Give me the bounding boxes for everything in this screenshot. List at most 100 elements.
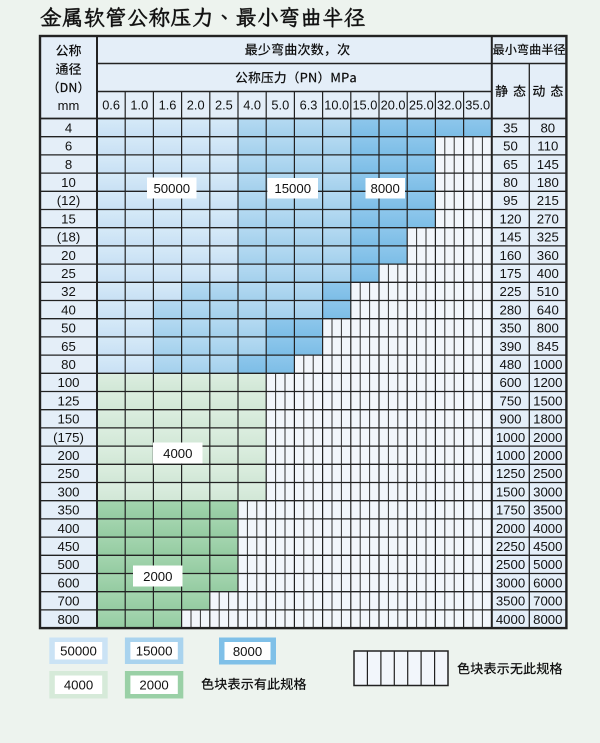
svg-text:3500: 3500 bbox=[496, 594, 525, 609]
svg-text:2500: 2500 bbox=[533, 466, 562, 481]
svg-text:120: 120 bbox=[499, 211, 521, 226]
svg-text:175: 175 bbox=[499, 266, 521, 281]
svg-text:1250: 1250 bbox=[496, 466, 525, 481]
svg-text:15: 15 bbox=[61, 211, 76, 226]
svg-text:145: 145 bbox=[537, 157, 559, 172]
svg-text:450: 450 bbox=[57, 539, 79, 554]
svg-text:95: 95 bbox=[503, 193, 518, 208]
svg-text:200: 200 bbox=[57, 448, 79, 463]
svg-text:80: 80 bbox=[61, 357, 76, 372]
svg-text:845: 845 bbox=[537, 339, 559, 354]
svg-text:2000: 2000 bbox=[533, 430, 562, 445]
svg-text:150: 150 bbox=[57, 412, 79, 427]
svg-text:6.3: 6.3 bbox=[300, 98, 318, 113]
svg-text:7000: 7000 bbox=[533, 594, 562, 609]
svg-text:700: 700 bbox=[57, 594, 79, 609]
svg-text:215: 215 bbox=[537, 193, 559, 208]
svg-text:400: 400 bbox=[57, 521, 79, 536]
svg-text:3000: 3000 bbox=[496, 575, 525, 590]
svg-text:0.6: 0.6 bbox=[102, 98, 120, 113]
svg-text:15000: 15000 bbox=[136, 644, 173, 659]
svg-text:400: 400 bbox=[537, 266, 559, 281]
svg-text:2.5: 2.5 bbox=[215, 98, 233, 113]
svg-text:600: 600 bbox=[499, 375, 521, 390]
svg-text:600: 600 bbox=[57, 575, 79, 590]
svg-text:3500: 3500 bbox=[533, 503, 562, 518]
svg-text:4.0: 4.0 bbox=[243, 98, 261, 113]
svg-text:2000: 2000 bbox=[496, 521, 525, 536]
svg-text:1000: 1000 bbox=[496, 430, 525, 445]
svg-text:3000: 3000 bbox=[533, 484, 562, 499]
svg-text:5000: 5000 bbox=[533, 557, 562, 572]
svg-text:2000: 2000 bbox=[143, 569, 172, 584]
svg-text:35: 35 bbox=[503, 120, 518, 135]
svg-text:4500: 4500 bbox=[533, 539, 562, 554]
svg-text:4000: 4000 bbox=[533, 521, 562, 536]
svg-text:900: 900 bbox=[499, 412, 521, 427]
svg-text:4000: 4000 bbox=[496, 612, 525, 627]
svg-text:40: 40 bbox=[61, 302, 76, 317]
svg-text:1.0: 1.0 bbox=[130, 98, 148, 113]
svg-text:800: 800 bbox=[537, 321, 559, 336]
svg-text:4000: 4000 bbox=[163, 446, 192, 461]
svg-text:8: 8 bbox=[65, 157, 72, 172]
svg-text:80: 80 bbox=[503, 175, 518, 190]
svg-text:65: 65 bbox=[61, 339, 76, 354]
svg-text:100: 100 bbox=[57, 375, 79, 390]
svg-text:480: 480 bbox=[499, 357, 521, 372]
svg-text:750: 750 bbox=[499, 393, 521, 408]
svg-text:390: 390 bbox=[499, 339, 521, 354]
svg-text:(18): (18) bbox=[57, 230, 80, 245]
svg-text:50000: 50000 bbox=[153, 181, 190, 196]
svg-text:1.6: 1.6 bbox=[159, 98, 177, 113]
svg-text:65: 65 bbox=[503, 157, 518, 172]
svg-text:6: 6 bbox=[65, 139, 72, 154]
svg-text:2000: 2000 bbox=[139, 678, 168, 693]
svg-text:280: 280 bbox=[499, 302, 521, 317]
svg-text:270: 270 bbox=[537, 211, 559, 226]
svg-text:50000: 50000 bbox=[60, 644, 97, 659]
svg-text:360: 360 bbox=[537, 248, 559, 263]
svg-text:20.0: 20.0 bbox=[381, 98, 406, 113]
svg-text:1000: 1000 bbox=[533, 357, 562, 372]
svg-text:5.0: 5.0 bbox=[271, 98, 289, 113]
svg-text:35.0: 35.0 bbox=[465, 98, 490, 113]
svg-text:2500: 2500 bbox=[496, 557, 525, 572]
svg-text:1500: 1500 bbox=[496, 484, 525, 499]
svg-text:325: 325 bbox=[537, 230, 559, 245]
svg-text:640: 640 bbox=[537, 302, 559, 317]
svg-text:50: 50 bbox=[503, 139, 518, 154]
svg-text:25: 25 bbox=[61, 266, 76, 281]
svg-text:2.0: 2.0 bbox=[187, 98, 205, 113]
svg-text:20: 20 bbox=[61, 248, 76, 263]
svg-text:4000: 4000 bbox=[64, 678, 93, 693]
svg-text:25.0: 25.0 bbox=[409, 98, 434, 113]
svg-text:6000: 6000 bbox=[533, 575, 562, 590]
svg-text:15.0: 15.0 bbox=[352, 98, 377, 113]
svg-text:mm: mm bbox=[58, 98, 80, 113]
svg-text:1200: 1200 bbox=[533, 375, 562, 390]
svg-text:180: 180 bbox=[537, 175, 559, 190]
svg-text:800: 800 bbox=[57, 612, 79, 627]
svg-text:50: 50 bbox=[61, 321, 76, 336]
svg-text:1500: 1500 bbox=[533, 393, 562, 408]
svg-text:(175): (175) bbox=[53, 430, 84, 445]
svg-text:225: 225 bbox=[499, 284, 521, 299]
svg-text:(12): (12) bbox=[57, 193, 80, 208]
svg-text:110: 110 bbox=[537, 139, 558, 154]
svg-text:1000: 1000 bbox=[496, 448, 525, 463]
svg-text:8000: 8000 bbox=[233, 644, 262, 659]
svg-text:510: 510 bbox=[537, 284, 559, 299]
svg-text:250: 250 bbox=[57, 466, 79, 481]
svg-text:350: 350 bbox=[57, 503, 79, 518]
svg-text:8000: 8000 bbox=[533, 612, 562, 627]
svg-text:1750: 1750 bbox=[496, 503, 525, 518]
svg-text:500: 500 bbox=[57, 557, 79, 572]
svg-text:1800: 1800 bbox=[533, 412, 562, 427]
svg-text:80: 80 bbox=[540, 120, 555, 135]
svg-text:15000: 15000 bbox=[274, 181, 311, 196]
svg-text:125: 125 bbox=[57, 393, 79, 408]
svg-text:145: 145 bbox=[499, 230, 521, 245]
svg-text:32.0: 32.0 bbox=[437, 98, 462, 113]
svg-text:4: 4 bbox=[65, 120, 72, 135]
